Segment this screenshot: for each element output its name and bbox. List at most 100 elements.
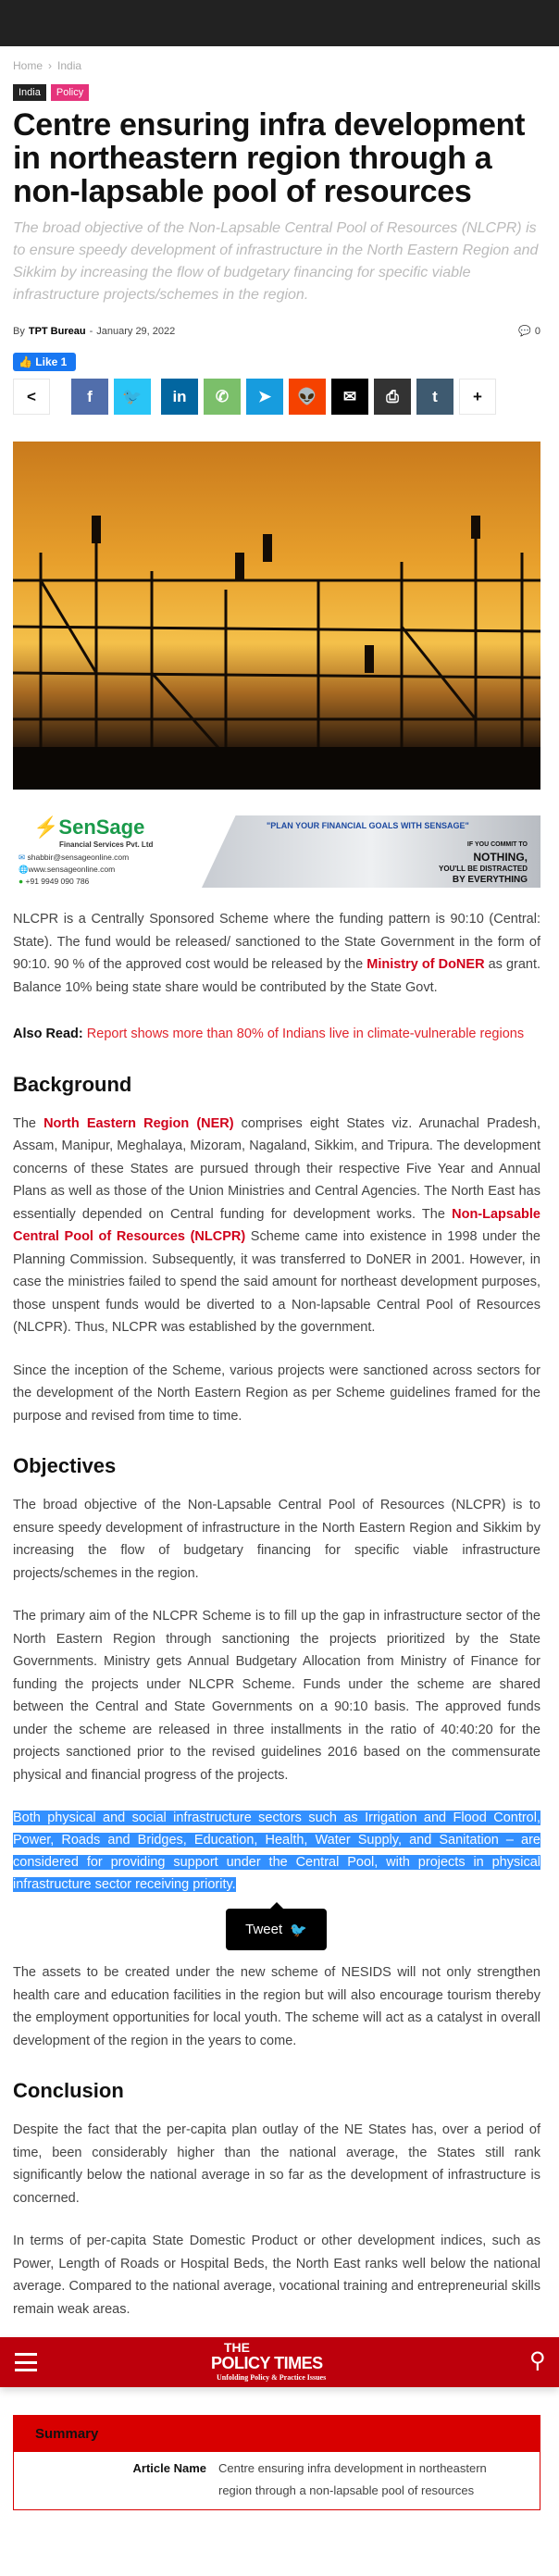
top-bar <box>0 0 559 46</box>
ad-tagline: "PLAN YOUR FINANCIAL GOALS WITH SENSAGE" <box>267 821 469 830</box>
paragraph-funding: NLCPR is a Centrally Sponsored Scheme wh… <box>13 908 540 999</box>
chevron-right-icon: › <box>48 59 53 72</box>
paragraph-objectives-2: The primary aim of the NLCPR Scheme is t… <box>13 1609 540 1783</box>
ad-brand: SenSage <box>58 815 145 839</box>
comments-icon: 💬 <box>518 326 531 337</box>
also-read: Also Read: Report shows more than 80% of… <box>13 1023 540 1046</box>
share-share-button[interactable]: < <box>13 379 50 415</box>
whatsapp-icon: ✆ <box>215 387 230 405</box>
publish-date: January 29, 2022 <box>96 326 176 337</box>
logo-the: THE <box>224 2340 250 2355</box>
facebook-share-button[interactable]: f <box>71 379 108 415</box>
breadcrumb: Home › India <box>13 58 546 73</box>
telegram-share-button[interactable]: ➤ <box>246 379 283 415</box>
print-share-button[interactable]: ⎙ <box>374 379 411 415</box>
paragraph-background-1: The North Eastern Region (NER) comprises… <box>13 1113 540 1339</box>
text: as grant. Balance 10% being state share … <box>13 957 541 995</box>
globe-icon: 🌐 <box>19 865 29 874</box>
ad-slogan-1: IF YOU COMMIT TO <box>466 841 528 848</box>
logo-tagline: Unfolding Policy & Practice Issues <box>217 2373 327 2382</box>
tumblr-icon: t <box>432 387 438 405</box>
paragraph-background-2: Since the inception of the Scheme, vario… <box>13 1363 540 1424</box>
breadcrumb-home[interactable]: Home <box>13 59 43 72</box>
reddit-icon: 👽 <box>297 387 317 405</box>
link-nlcpr[interactable]: Non-Lapsable Central Pool of Resources (… <box>13 1206 540 1245</box>
paragraph-conclusion-1: Despite the fact that the per-capita pla… <box>13 2122 540 2206</box>
separator: - <box>89 326 93 337</box>
breadcrumb-india[interactable]: India <box>57 59 82 72</box>
reddit-share-button[interactable]: 👽 <box>289 379 326 415</box>
linkedin-share-button[interactable]: in <box>161 379 198 415</box>
paragraph-objectives-1: The broad objective of the Non-Lapsable … <box>13 1498 540 1581</box>
print-icon: ⎙ <box>386 387 399 405</box>
search-icon[interactable]: ⚲ <box>529 2348 546 2373</box>
logo-main: POLICY TIMES <box>211 2354 323 2372</box>
article-subtitle: The broad objective of the Non-Lapsable … <box>13 220 539 303</box>
facebook-icon: f <box>87 387 93 405</box>
advertisement-banner[interactable]: ⚡SenSage Financial Services Pvt. Ltd ✉ s… <box>13 815 540 888</box>
ad-graphic: "PLAN YOUR FINANCIAL GOALS WITH SENSAGE"… <box>202 815 540 888</box>
article: Home › India India Policy Centre ensuring … <box>0 58 559 2321</box>
tag-policy[interactable]: Policy <box>50 84 90 101</box>
plus-share-button[interactable]: + <box>459 379 496 415</box>
ad-company: Financial Services Pvt. Ltd <box>59 840 154 849</box>
site-logo[interactable]: THE POLICY TIMES Unfolding Policy & Prac… <box>211 2341 350 2383</box>
sensage-logo: ⚡SenSage <box>33 815 144 840</box>
mail-icon: ✉ <box>342 387 357 405</box>
paragraph-objectives-4: The assets to be created under the new s… <box>13 1965 540 2048</box>
comment-count: 0 <box>534 326 540 337</box>
text: comprises eight States viz. Arunachal Pr… <box>13 1115 541 1222</box>
mail-share-button[interactable]: ✉ <box>331 379 368 415</box>
ad-contact: ✉ shabbir@sensageonline.com 🌐www.sensage… <box>19 852 194 888</box>
also-read-label: Also Read: <box>13 1027 83 1041</box>
tumblr-share-button[interactable]: t <box>416 379 453 415</box>
ad-slogan: IF YOU COMMIT TO NOTHING, YOU'LL BE DIST… <box>439 840 528 886</box>
share-icon: < <box>27 387 36 405</box>
ad-phone: +91 9949 090 786 <box>25 877 90 886</box>
plus-icon: + <box>473 387 482 405</box>
ad-slogan-3: YOU'LL BE DISTRACTED <box>439 865 528 873</box>
text: Scheme came into existence in 1998 under… <box>13 1229 540 1335</box>
summary-row: Article Name Centre ensuring infra develo… <box>14 2452 540 2502</box>
sticky-header: THE POLICY TIMES Unfolding Policy & Prac… <box>0 2337 559 2387</box>
logo-mark-icon: ⚡ <box>33 815 59 839</box>
hero-image-scaffolding <box>13 442 540 790</box>
whatsapp-icon: ● <box>19 877 26 886</box>
whatsapp-share-button[interactable]: ✆ <box>204 379 241 415</box>
summary-label: Article Name <box>132 2461 206 2475</box>
summary-box: Summary Article Name Centre ensuring infr… <box>13 2415 540 2510</box>
comments-link[interactable]: 💬 0 <box>518 325 540 338</box>
link-ner[interactable]: North Eastern Region (NER) <box>43 1115 234 1131</box>
twitter-icon: 🐦 <box>122 387 143 405</box>
selected-text[interactable]: Both physical and social infrastructure … <box>13 1811 540 1892</box>
tweet-selection-button[interactable]: Tweet 🐦 <box>226 1902 327 1950</box>
also-read-link[interactable]: Report shows more than 80% of Indians li… <box>86 1027 525 1041</box>
telegram-icon: ➤ <box>257 387 272 405</box>
tag-india[interactable]: India <box>13 84 46 101</box>
twitter-icon: 🐦 <box>290 1922 307 1938</box>
paragraph-conclusion-2: In terms of per-capita State Domestic Pr… <box>13 2234 540 2317</box>
ad-email: shabbir@sensageonline.com <box>27 852 130 862</box>
page-title: Centre ensuring infra development in nor… <box>13 107 526 209</box>
facebook-like-button[interactable]: 👍 Like 1 <box>13 353 76 371</box>
author-link[interactable]: TPT Bureau <box>28 326 86 337</box>
summary-heading: Summary <box>14 2416 540 2452</box>
text: The <box>13 1115 44 1131</box>
paragraph-highlighted[interactable]: Both physical and social infrastructure … <box>13 1807 540 1896</box>
heading-conclusion: Conclusion <box>13 2079 124 2102</box>
tweet-label: Tweet <box>245 1922 283 1937</box>
thumbs-up-icon: 👍 <box>19 355 32 368</box>
share-bar: < f 🐦 in ✆ ➤ 👽 ✉ ⎙ t + <box>13 379 546 415</box>
menu-icon[interactable] <box>15 2353 37 2371</box>
by-label: By <box>13 326 25 337</box>
scaffolding-silhouette <box>13 516 540 790</box>
heading-background: Background <box>13 1072 132 1096</box>
like-label: Like 1 <box>35 355 68 368</box>
ad-web: www.sensageonline.com <box>28 865 116 874</box>
twitter-share-button[interactable]: 🐦 <box>114 379 151 415</box>
tag-list: India Policy <box>13 84 546 101</box>
ad-slogan-2: NOTHING, <box>473 851 528 864</box>
summary-value: Centre ensuring infra development in nor… <box>218 2461 487 2497</box>
ad-slogan-4: BY EVERYTHING <box>452 875 528 885</box>
link-ministry-doner[interactable]: Ministry of DoNER <box>366 957 485 972</box>
